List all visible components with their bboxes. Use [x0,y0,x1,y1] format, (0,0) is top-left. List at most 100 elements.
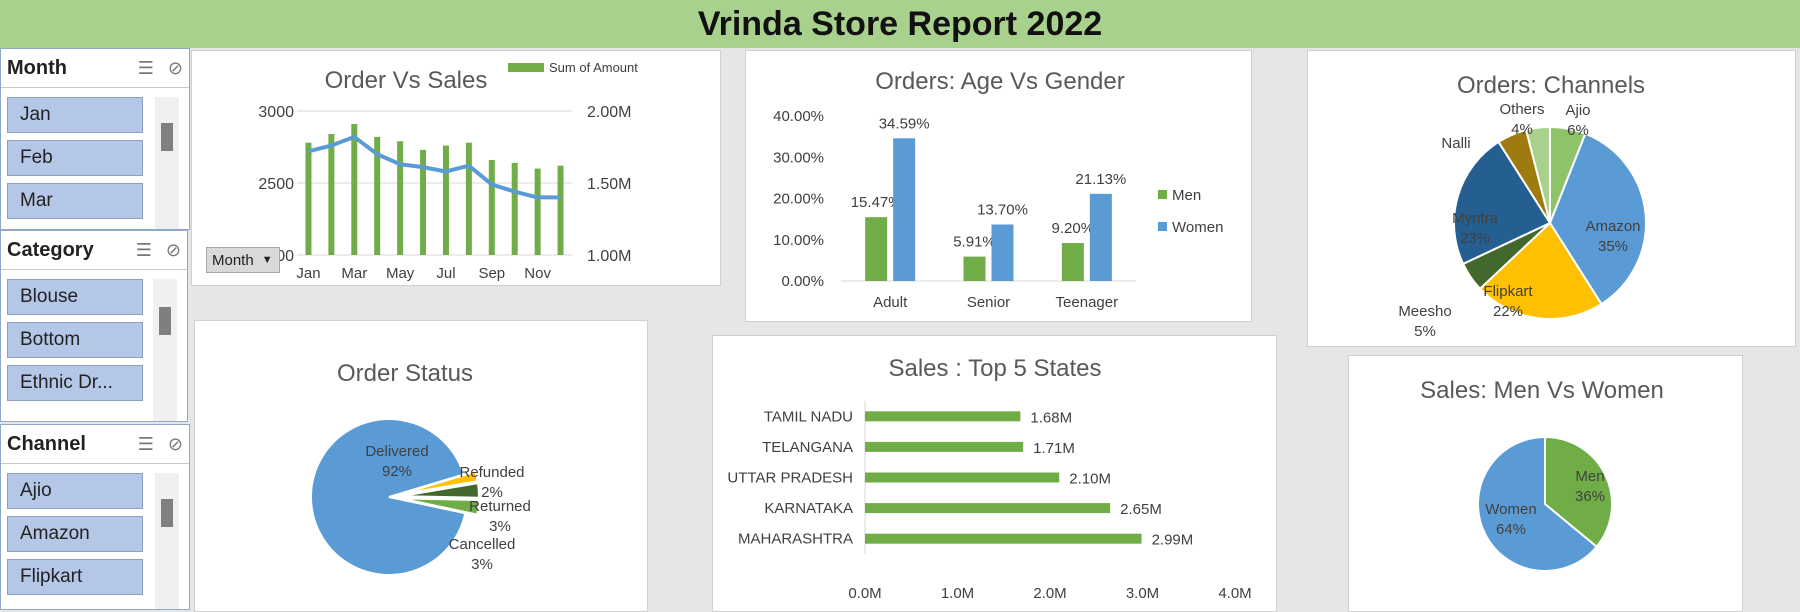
slice-label: Refunded [459,464,524,481]
chart-title: Sales: Men Vs Women [1420,377,1664,404]
slicer-header: Channel ☰ ⊘ [1,425,189,464]
bar [534,168,541,255]
slice-label: Nalli [1441,135,1470,152]
y-tick-label: 30.00% [773,149,824,166]
slicer-item[interactable]: Jan [7,97,143,133]
slicer-title: Category [7,238,94,261]
x-tick-label: Jul [436,265,455,282]
data-label: 5.91% [953,234,996,251]
slicer-scrollbar[interactable] [153,279,177,421]
multi-select-icon[interactable]: ☰ [137,433,154,454]
slicer-item[interactable]: Flipkart [7,559,143,595]
pie-slice [1544,435,1613,549]
legend-label: Women [1172,219,1223,236]
data-label: 2.99M [1152,532,1194,549]
data-label: 2.10M [1069,471,1111,488]
month-filter-button[interactable]: Month ▼ [206,247,280,273]
slice-value: 6% [1567,122,1589,139]
order-status-chart: Order Status Delivered 92% Refunded 2% Return… [194,320,648,612]
slice-label: Men [1575,468,1604,485]
x-tick-label: Senior [967,294,1010,311]
chart-title: Sales : Top 5 States [888,355,1101,382]
slice-label: Cancelled [449,536,516,553]
data-label: 13.70% [977,201,1028,218]
bar [465,142,472,255]
y-left-tick-label: 3000 [258,104,294,121]
bar [865,503,1111,514]
data-label: 1.68M [1030,409,1072,426]
clear-filter-icon[interactable]: ⊘ [167,57,183,78]
age-vs-gender-chart: Orders: Age Vs Gender 40.00% 30.00% 20.00% 1… [745,50,1252,322]
category-slicer: Category ☰ ⊘ Blouse Bottom Ethnic Dr... [0,230,188,422]
slicer-item[interactable]: Ethnic Dr... [7,365,143,401]
bar [865,533,1142,544]
x-tick-label: Jan [296,265,320,282]
chart-title: Orders: Age Vs Gender [875,68,1124,95]
slicer-item[interactable]: Ajio [7,473,143,509]
scroll-thumb[interactable] [161,123,173,151]
pie-slice [1524,125,1551,224]
men-vs-women-chart: Sales: Men Vs Women Men 36% Women 64% [1348,355,1743,612]
channels-svg: Orders: Channels Ajio 6% Amazon 35% Flipkart 2… [1398,72,1647,340]
category-label: KARNATAKA [764,500,853,517]
age-vs-gender-svg: Orders: Age Vs Gender 40.00% 30.00% 20.00% 1… [773,68,1223,311]
bar [865,411,1021,422]
x-tick-label: Teenager [1056,294,1119,311]
slice-label: Myntra [1452,210,1499,227]
slice-value: 2% [481,484,503,501]
legend-label: Men [1172,187,1201,204]
clear-filter-icon[interactable]: ⊘ [167,433,183,454]
slice-label: Amazon [1585,218,1640,235]
slice-value: 4% [1511,121,1533,138]
slicer-scrollbar[interactable] [155,473,179,609]
chevron-down-icon: ▼ [261,254,273,266]
scroll-thumb[interactable] [161,499,173,527]
x-tick-label: May [386,265,415,282]
bar [351,123,358,256]
slice-value: 5% [1414,323,1436,340]
bar [1089,193,1112,281]
slicer-item[interactable]: Mar [7,183,143,219]
scroll-thumb[interactable] [159,307,171,335]
slice-label: Ajio [1565,102,1590,119]
y-right-tick-label: 2.00M [587,104,631,121]
pie-slice [1453,140,1552,266]
clear-filter-icon[interactable]: ⊘ [165,239,181,260]
multi-select-icon[interactable]: ☰ [135,239,152,260]
slicer-item[interactable]: Amazon [7,516,143,552]
legend-swatch [1158,190,1167,199]
channel-slicer: Channel ☰ ⊘ Ajio Amazon Flipkart [0,424,190,610]
slice-value: 22% [1493,303,1523,320]
bar [305,142,312,255]
x-tick-label: Adult [873,294,908,311]
slice-value: 3% [489,518,511,535]
legend-swatch [508,63,544,72]
slice-value: 36% [1575,488,1605,505]
data-label: 1.71M [1033,440,1075,457]
order-status-svg: Order Status Delivered 92% Refunded 2%Return… [310,360,531,576]
slicer-item[interactable]: Bottom [7,322,143,358]
slicer-title: Channel [7,432,86,455]
pie-slice [1548,132,1647,306]
slice-label: Women [1485,501,1536,518]
pie-slice [400,497,480,516]
orders-line [307,134,561,200]
bar [963,256,986,281]
bar [893,138,916,281]
category-label: UTTAR PRADESH [727,470,853,487]
slice-label: Returned [469,498,531,515]
slicer-item[interactable]: Blouse [7,279,143,315]
x-tick-label: 3.0M [1126,585,1159,602]
slice-value: 35% [1598,238,1628,255]
y-tick-label: 0.00% [781,273,824,290]
multi-select-icon[interactable]: ☰ [137,57,154,78]
x-tick-label: Mar [341,265,367,282]
y-tick-label: 40.00% [773,108,824,125]
data-label: 2.65M [1120,501,1162,518]
bar [865,441,1024,452]
x-tick-label: 0.0M [848,585,881,602]
slicer-item[interactable]: Feb [7,140,143,176]
slice-label: Delivered [365,443,428,460]
slicer-scrollbar[interactable] [155,97,179,229]
